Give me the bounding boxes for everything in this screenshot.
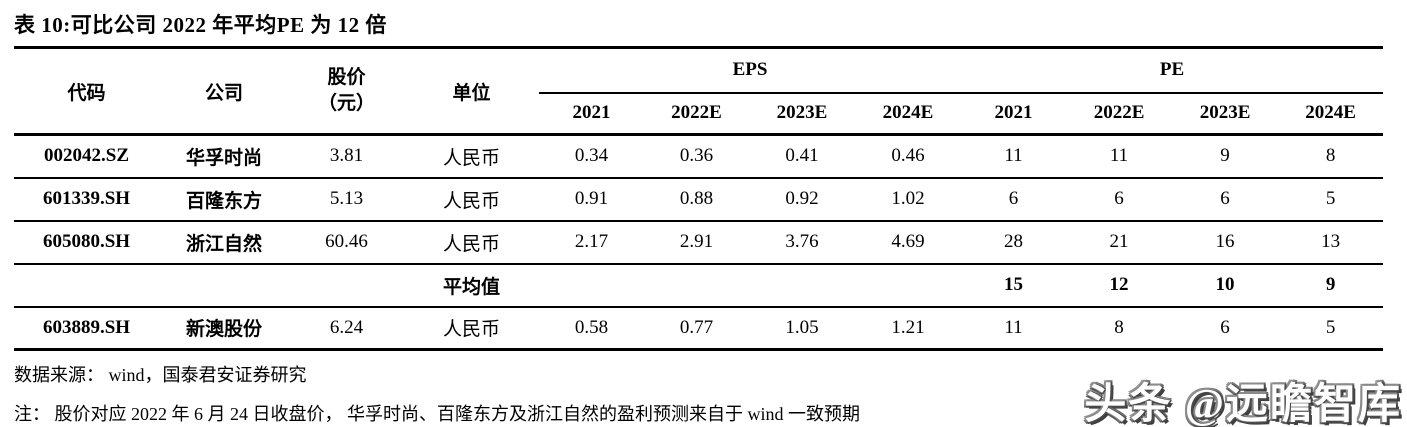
eps-2022e: 0.88 [644, 177, 749, 222]
watermark: 头条 @远瞻智库 [1084, 382, 1402, 427]
eps-2024e: 4.69 [855, 220, 962, 265]
header-year-row: 2021 2022E 2023E 2024E 2021 2022E 2023E … [14, 92, 1384, 136]
pe-2023e: 9 [1172, 134, 1279, 179]
eps-2021: 0.58 [539, 306, 644, 351]
table-row: 603889.SH 新澳股份 6.24 人民币 0.58 0.77 1.05 1… [14, 306, 1384, 351]
header-price-line1: 股价 [327, 67, 366, 89]
header-eps-2022e: 2022E [644, 92, 749, 136]
stock-price: 6.24 [289, 306, 404, 351]
header-eps-group: EPS [539, 47, 962, 94]
data-source-note: 数据来源： wind，国泰君安证券研究 [14, 365, 307, 385]
header-pe-2021: 2021 [961, 92, 1067, 136]
header-company: 公司 [159, 47, 289, 136]
pe-2024e: 13 [1278, 220, 1384, 265]
empty-cell [749, 263, 855, 308]
empty-cell [159, 263, 289, 308]
stock-code: 002042.SZ [14, 134, 159, 179]
average-pe-2024e: 9 [1278, 263, 1384, 308]
pe-2023e: 6 [1172, 306, 1279, 351]
header-group-row: 代码 公司 股价 （元） 单位 EPS PE [14, 47, 1384, 136]
footnote: 注： 股价对应 2022 年 6 月 24 日收盘价， 华孚时尚、百隆东方及浙江… [14, 404, 860, 424]
header-eps-2023e: 2023E [749, 92, 855, 136]
pe-2023e: 6 [1172, 177, 1279, 222]
pe-2021: 11 [961, 306, 1067, 351]
eps-2024e: 1.21 [855, 306, 962, 351]
currency-unit: 人民币 [404, 220, 539, 265]
empty-cell [539, 263, 644, 308]
stock-code: 605080.SH [14, 220, 159, 265]
average-pe-2023e: 10 [1172, 263, 1279, 308]
eps-2022e: 0.77 [644, 306, 749, 351]
company-name: 浙江自然 [159, 220, 289, 265]
average-label: 平均值 [404, 263, 539, 308]
empty-cell [855, 263, 962, 308]
table-title: 表 10:可比公司 2022 年平均PE 为 12 倍 [14, 13, 387, 37]
average-pe-2021: 15 [961, 263, 1067, 308]
average-pe-2022e: 12 [1066, 263, 1173, 308]
header-pe-2024e: 2024E [1278, 92, 1384, 136]
eps-2023e: 0.92 [749, 177, 855, 222]
company-name: 新澳股份 [159, 306, 289, 351]
table-body: 002042.SZ 华孚时尚 3.81 人民币 0.34 0.36 0.41 0… [14, 134, 1384, 351]
eps-2023e: 0.41 [749, 134, 855, 179]
table-row: 601339.SH 百隆东方 5.13 人民币 0.91 0.88 0.92 1… [14, 177, 1384, 222]
eps-2022e: 0.36 [644, 134, 749, 179]
stock-price: 60.46 [289, 220, 404, 265]
eps-2021: 0.34 [539, 134, 644, 179]
pe-2024e: 5 [1278, 306, 1384, 351]
header-unit: 单位 [404, 47, 539, 136]
pe-2023e: 16 [1172, 220, 1279, 265]
stock-price: 3.81 [289, 134, 404, 179]
company-name: 华孚时尚 [159, 134, 289, 179]
stock-code: 601339.SH [14, 177, 159, 222]
header-eps-2021: 2021 [539, 92, 644, 136]
eps-2023e: 3.76 [749, 220, 855, 265]
eps-2021: 2.17 [539, 220, 644, 265]
table-header: 代码 公司 股价 （元） 单位 EPS PE 2021 2022E 2023E … [14, 47, 1384, 136]
stock-code: 603889.SH [14, 306, 159, 351]
header-price: 股价 （元） [289, 47, 404, 136]
empty-cell [14, 263, 159, 308]
pe-2022e: 6 [1066, 177, 1173, 222]
pe-2021: 28 [961, 220, 1067, 265]
header-eps-2024e: 2024E [855, 92, 962, 136]
empty-cell [644, 263, 749, 308]
eps-2024e: 1.02 [855, 177, 962, 222]
header-code: 代码 [14, 47, 159, 136]
pe-2024e: 5 [1278, 177, 1384, 222]
eps-2024e: 0.46 [855, 134, 962, 179]
header-pe-2022e: 2022E [1066, 92, 1173, 136]
table-row: 002042.SZ 华孚时尚 3.81 人民币 0.34 0.36 0.41 0… [14, 134, 1384, 179]
stock-price: 5.13 [289, 177, 404, 222]
pe-2022e: 11 [1066, 134, 1173, 179]
pe-2022e: 21 [1066, 220, 1173, 265]
eps-2023e: 1.05 [749, 306, 855, 351]
eps-2021: 0.91 [539, 177, 644, 222]
average-row: 平均值 15 12 10 9 [14, 263, 1384, 308]
pe-2024e: 8 [1278, 134, 1384, 179]
currency-unit: 人民币 [404, 306, 539, 351]
company-name: 百隆东方 [159, 177, 289, 222]
header-pe-2023e: 2023E [1172, 92, 1279, 136]
eps-2022e: 2.91 [644, 220, 749, 265]
currency-unit: 人民币 [404, 177, 539, 222]
currency-unit: 人民币 [404, 134, 539, 179]
empty-cell [289, 263, 404, 308]
pe-2021: 11 [961, 134, 1067, 179]
pe-2021: 6 [961, 177, 1067, 222]
pe-2022e: 8 [1066, 306, 1173, 351]
header-price-line2: （元） [317, 93, 375, 114]
table-row: 605080.SH 浙江自然 60.46 人民币 2.17 2.91 3.76 … [14, 220, 1384, 265]
comparable-companies-table: 代码 公司 股价 （元） 单位 EPS PE 2021 2022E 2023E … [14, 46, 1384, 351]
header-pe-group: PE [961, 47, 1384, 94]
